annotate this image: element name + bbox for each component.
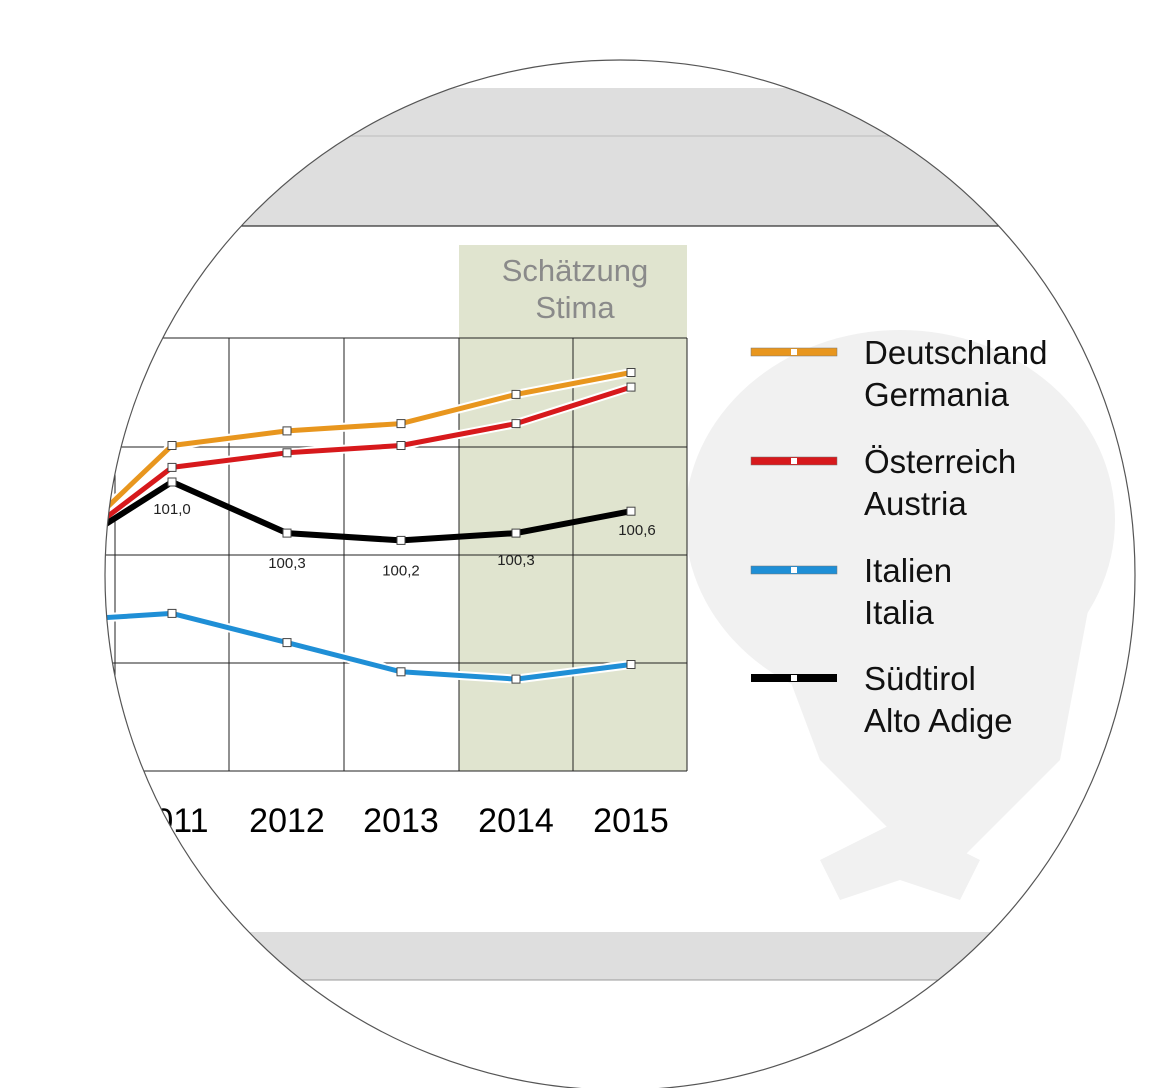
series-point <box>511 674 521 684</box>
series-point <box>626 660 636 669</box>
series-point <box>511 528 521 538</box>
legend-label-line1: Deutschland <box>864 334 1047 371</box>
series-point <box>396 441 406 450</box>
series-point <box>396 667 406 677</box>
legend-swatch-marker <box>791 349 797 355</box>
legend: Deutschland Germania Österreich Austria Ital… <box>750 334 1047 739</box>
data-label: 100,3 <box>497 552 535 569</box>
series-point <box>167 477 177 487</box>
legend-label-line2: Italia <box>864 594 934 631</box>
series-point <box>282 638 292 648</box>
series-point <box>53 551 61 559</box>
x-tick-label: 2014 <box>478 802 554 840</box>
series-point <box>511 419 521 429</box>
series-point <box>282 528 292 538</box>
x-tick-labels: 2011 2012 2013 2014 2015 <box>135 802 668 840</box>
series-line-2 <box>105 610 632 682</box>
x-tick-label: 2013 <box>363 802 439 840</box>
legend-label-line1: Südtirol <box>864 660 976 697</box>
series-point <box>53 617 61 625</box>
series-point <box>396 419 406 429</box>
data-label: 100,6 <box>618 522 656 539</box>
data-labels: 0,5 101,0 100,3 100,2 100,3 100,6 <box>47 501 656 579</box>
x-tick-label: 2015 <box>593 802 669 840</box>
estimate-label-line2: Stima <box>535 290 615 325</box>
legend-label-line1: Österreich <box>864 443 1016 480</box>
series-point <box>282 426 292 436</box>
header-band <box>105 88 1135 226</box>
legend-label-line1: Italien <box>864 552 952 589</box>
series-point <box>167 441 177 450</box>
legend-swatch-marker <box>791 675 797 681</box>
data-label: 100,3 <box>268 555 306 572</box>
series-point <box>167 608 177 618</box>
eagle-watermark-icon <box>685 330 1115 900</box>
series-point <box>511 389 521 399</box>
series-point <box>626 368 636 377</box>
series-point <box>53 551 61 559</box>
legend-label-line2: Germania <box>864 376 1010 413</box>
series-layer <box>53 368 636 684</box>
series-line-3 <box>105 479 632 558</box>
legend-label-line2: Alto Adige <box>864 702 1013 739</box>
footer-band <box>105 932 1135 980</box>
series-line-1 <box>105 384 632 557</box>
series-point <box>626 382 636 392</box>
legend-swatch-marker <box>791 458 797 464</box>
series-point <box>167 462 177 472</box>
series-point <box>396 535 406 545</box>
series-point <box>53 551 61 559</box>
x-tick-label: 2012 <box>249 802 325 840</box>
data-label: 0,5 <box>47 558 68 575</box>
series-point <box>282 448 292 458</box>
x-tick-label: 2011 <box>135 802 208 840</box>
series-point <box>626 506 636 516</box>
data-label: 100,2 <box>382 562 420 579</box>
data-label: 101,0 <box>153 501 191 518</box>
legend-swatch-marker <box>791 567 797 573</box>
series-line-0 <box>105 370 632 557</box>
legend-label-line2: Austria <box>864 485 967 522</box>
circle-frame <box>104 59 1136 1088</box>
estimate-label-line1: Schätzung <box>502 253 649 288</box>
